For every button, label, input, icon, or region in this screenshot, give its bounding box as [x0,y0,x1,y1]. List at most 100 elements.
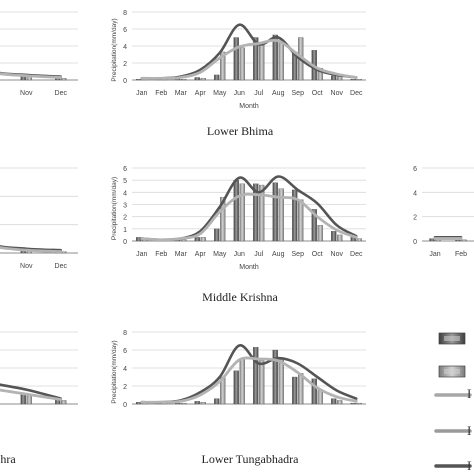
bar [272,349,278,405]
x-tick-label: May [213,251,227,258]
panel-right_middle: 0 2 4 6 Jan Feb [413,166,474,258]
y-axis-label: Precipitation(mm/day) [111,18,118,81]
x-tick-label: Sep [292,251,305,258]
bar [356,238,362,242]
bar [61,400,67,405]
bar [298,373,304,405]
x-tick-label: May [213,90,227,97]
series-line [0,245,63,252]
series-line [0,388,63,401]
bar [181,79,187,81]
bar [214,398,220,405]
y-axis-label: Precipitation(mm/day) [111,177,118,240]
bar [200,237,206,242]
y-tick-label: 6 [123,166,127,173]
bar [311,209,317,242]
legend [434,332,472,468]
bar [350,79,356,81]
legend-label-2: I [467,423,472,438]
title-middle-krishna: Middle Krishna [202,290,278,304]
bar [136,79,142,81]
bar [239,47,245,81]
panel-left_bottom [0,331,78,405]
bar [350,402,356,405]
bar [220,51,226,81]
bar [253,347,259,405]
bar [337,234,343,242]
bar [253,183,259,242]
y-tick-label: 6 [123,27,127,34]
bar [61,78,67,81]
bar [461,239,467,242]
x-tick-label: Jan [136,90,147,97]
x-tick-label: Mar [175,251,188,258]
bar [311,378,317,405]
title-lower-tungabhadra: Lower Tungabhadra [201,452,299,466]
series-line [140,356,358,404]
y-tick-label: 2 [123,61,127,68]
panel-middle_krishna: 0 1 2 3 4 5 6 Precipitation(mm/day) Jan Feb Mar Apr… [111,166,366,271]
y-tick-label: 0 [123,78,127,85]
panel-lower_tungabhadra: 0 2 4 6 8 Precipitation(mm/day) [111,330,366,409]
x-tick-label: Apr [195,251,207,258]
bar [20,393,26,405]
y-tick-label: 4 [413,190,417,197]
bar [298,199,304,242]
y-tick-label: 5 [123,178,127,185]
y-tick-label: 4 [123,44,127,51]
legend-swatch-highlight [444,336,460,341]
bar [194,77,200,81]
y-tick-label: 2 [123,384,127,391]
bar [214,228,220,242]
bar [331,231,337,242]
title-lower-bhima: Lower Bhima [206,124,274,138]
bar [233,37,239,81]
bar [356,402,362,405]
x-axis-label: Month [239,103,259,110]
bar [278,359,284,405]
x-tick-label: Feb [455,251,467,258]
legend-label-1: I [467,386,472,401]
x-tick-label: Nov [331,251,344,258]
bar [278,40,284,81]
bar [317,225,323,242]
y-tick-label: 8 [123,10,127,17]
x-tick-label: Nov [20,263,33,270]
y-tick-label: 0 [413,239,417,246]
x-tick-label: Dec [350,251,363,258]
x-tick-label: Jan [136,251,147,258]
x-tick-label: Apr [195,90,207,97]
x-tick-label: Jun [234,251,245,258]
bar [259,44,265,81]
bar [337,76,343,81]
bar [200,78,206,81]
x-tick-label: Nov [331,90,344,97]
bar [337,400,343,405]
bar [233,180,239,242]
bar [272,182,278,242]
bar [26,395,32,405]
title-fragment-left-bottom: hra [0,452,16,466]
bar [239,183,245,242]
x-tick-label: Aug [272,90,285,97]
y-tick-label: 6 [413,166,417,173]
x-tick-label: Sep [292,90,305,97]
series-line [140,38,358,80]
bar [253,37,259,81]
bar [259,184,265,242]
y-tick-label: 3 [123,203,127,210]
bar [181,239,187,242]
bar [200,402,206,405]
x-tick-label: Dec [55,263,68,270]
bar [194,237,200,242]
x-tick-label: Mar [175,90,188,97]
legend-swatch-highlight [444,369,460,374]
x-tick-label: Jun [234,90,245,97]
bar [214,74,220,81]
y-tick-label: 0 [123,402,127,409]
x-tick-label: Dec [55,90,68,97]
bar [278,188,284,242]
x-tick-label: Oct [312,251,323,258]
x-axis-label: Month [239,264,259,271]
